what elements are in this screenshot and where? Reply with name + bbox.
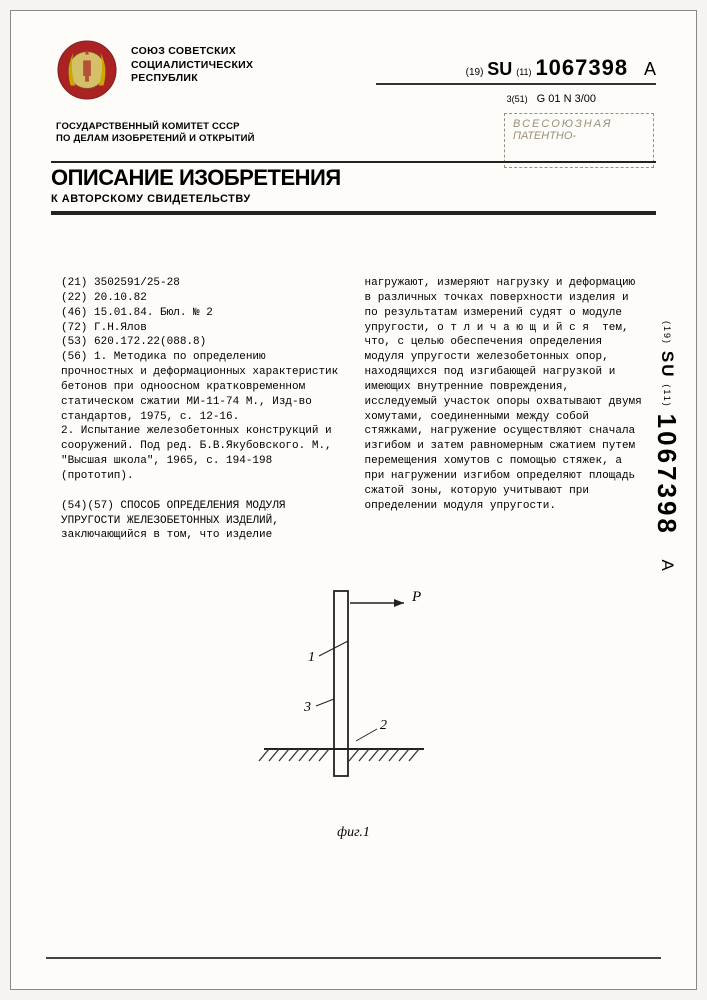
- side-patent-number: 1067398: [652, 414, 682, 536]
- abstract-columns: (21) 3502591/25-28 (22) 20.10.82 (46) 15…: [61, 276, 646, 543]
- ipc-code: G 01 N 3/00: [537, 93, 596, 105]
- country-code: SU: [487, 59, 512, 79]
- ref-label-3: 3: [303, 700, 311, 715]
- library-stamp: ВСЕСОЮЗНАЯ ПАТЕНТНО-: [504, 113, 654, 168]
- leader-3: [316, 699, 334, 706]
- ground-hatch: [259, 749, 419, 761]
- stamp-line-1: ВСЕСОЮЗНАЯ: [513, 118, 645, 130]
- side-country-code: SU: [658, 351, 677, 379]
- ref-label-2: 2: [380, 718, 387, 733]
- patent-number: 1067398: [535, 55, 628, 80]
- title-rule-bottom: [51, 211, 656, 215]
- document-title: ОПИСАНИЕ ИЗОБРЕТЕНИЯ: [51, 165, 656, 191]
- issuing-org: СОЮЗ СОВЕТСКИХ СОЦИАЛИСТИЧЕСКИХ РЕСПУБЛИ…: [131, 45, 253, 86]
- left-column: (21) 3502591/25-28 (22) 20.10.82 (46) 15…: [61, 276, 343, 543]
- footer-rule: [46, 957, 661, 959]
- kind-code: A: [644, 59, 656, 79]
- page-container: СОЮЗ СОВЕТСКИХ СОЦИАЛИСТИЧЕСКИХ РЕСПУБЛИ…: [10, 10, 697, 990]
- inid-19: (19): [466, 67, 484, 78]
- figure-1: P 1 3 2 фиг.1: [11, 571, 696, 851]
- title-rule-top: [51, 161, 656, 163]
- stamp-line-2: ПАТЕНТНО-: [513, 130, 645, 142]
- ref-label-1: 1: [308, 650, 315, 665]
- document-subtitle: К АВТОРСКОМУ СВИДЕТЕЛЬСТВУ: [51, 193, 656, 205]
- publication-number: (19) SU (11) 1067398 A: [466, 55, 656, 81]
- load-label: P: [411, 589, 421, 605]
- title-block: ОПИСАНИЕ ИЗОБРЕТЕНИЯ К АВТОРСКОМУ СВИДЕТ…: [51, 161, 656, 215]
- side-publication-number: (19) SU (11) 1067398 A: [651, 321, 682, 573]
- side-kind-code: A: [658, 559, 677, 572]
- inid-11: (11): [516, 67, 531, 77]
- header-rule: [376, 83, 656, 85]
- document-header: СОЮЗ СОВЕТСКИХ СОЦИАЛИСТИЧЕСКИХ РЕСПУБЛИ…: [11, 11, 696, 221]
- load-arrow-head: [394, 599, 404, 607]
- leader-2: [356, 729, 377, 741]
- figure-drawing: P 1 3 2: [244, 581, 464, 791]
- ussr-emblem-icon: [56, 39, 118, 101]
- state-committee: ГОСУДАРСТВЕННЫЙ КОМИТЕТ СССР ПО ДЕЛАМ ИЗ…: [56, 121, 255, 146]
- side-inid-11: (11): [662, 384, 672, 407]
- right-column: нагружают, измеряют нагрузку и деформаци…: [365, 276, 647, 543]
- inid-51: 3(51): [507, 94, 528, 104]
- side-inid-19: (19): [662, 321, 672, 345]
- ipc-classification: 3(51) G 01 N 3/00: [507, 93, 596, 105]
- figure-caption: фиг.1: [337, 825, 370, 841]
